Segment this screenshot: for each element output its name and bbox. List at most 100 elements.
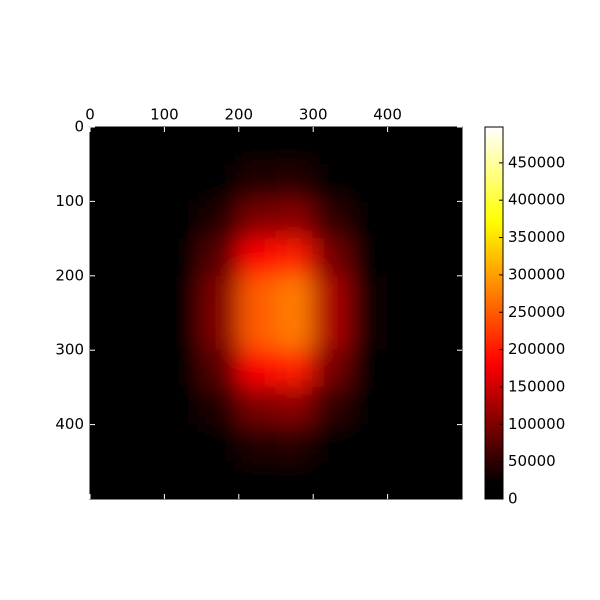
heatmap-cell <box>349 424 389 463</box>
heatmap-cell <box>90 312 128 351</box>
heatmap-cell <box>349 312 389 351</box>
heatmap-cell <box>90 163 128 202</box>
heatmap-cell <box>163 349 203 388</box>
colorbar-tick-label: 200000 <box>508 340 565 358</box>
heatmap-cell <box>163 386 203 426</box>
heatmap-cell <box>238 127 277 165</box>
colorbar-tick-label: 50000 <box>508 452 556 470</box>
heatmap-cell <box>163 275 203 314</box>
heatmap-cell <box>424 461 462 499</box>
heatmap-cell <box>312 312 351 351</box>
heatmap-cell <box>312 238 351 277</box>
heatmap-cell <box>349 386 389 426</box>
colorbar-tick-label: 150000 <box>508 377 565 395</box>
heatmap-cell <box>201 127 240 165</box>
heatmap-cell <box>424 238 462 277</box>
heatmap-cell <box>126 163 165 202</box>
heatmap-cell <box>163 461 203 499</box>
heatmap-cell <box>387 238 426 277</box>
heatmap-cell <box>201 312 240 351</box>
y-tick-label: 0 <box>74 118 84 136</box>
heatmap-cell <box>312 424 351 463</box>
heatmap-cell <box>126 461 165 499</box>
heatmap-cell <box>424 275 462 314</box>
heatmap-cell <box>163 424 203 463</box>
heatmap-cell <box>238 461 277 499</box>
heatmap-cell <box>312 349 351 388</box>
heatmap-cell <box>126 275 165 314</box>
heatmap-cell <box>126 238 165 277</box>
heatmap-cell <box>126 349 165 388</box>
heatmap-cell <box>387 163 426 202</box>
heatmap-cell <box>387 312 426 351</box>
heatmap-cell <box>126 424 165 463</box>
heatmap-cell <box>90 424 128 463</box>
heatmap-cell <box>424 312 462 351</box>
heatmap-cell <box>387 349 426 388</box>
colorbar-tick-label: 300000 <box>508 265 565 283</box>
heatmap-cell <box>349 200 389 240</box>
colorbar-tick-label: 350000 <box>508 228 565 246</box>
heatmap-cell <box>312 127 351 165</box>
heatmap-cell <box>126 127 165 165</box>
y-tick-label: 400 <box>55 415 84 433</box>
x-tick-label: 200 <box>224 106 253 124</box>
heatmap <box>90 127 462 499</box>
axes-frame <box>89 126 463 500</box>
heatmap-cell <box>238 349 277 388</box>
heatmap-cell <box>349 127 389 165</box>
heatmap-cell <box>238 163 277 202</box>
heatmap-cell <box>312 275 351 314</box>
heatmap-cell <box>387 275 426 314</box>
y-tick-label: 300 <box>55 341 84 359</box>
heatmap-cell <box>275 461 314 499</box>
heatmap-cell <box>90 386 128 426</box>
heatmap-cell <box>312 461 351 499</box>
x-tick-label: 0 <box>85 106 95 124</box>
heatmap-cell <box>312 200 351 240</box>
heatmap-cell <box>275 163 314 202</box>
heatmap-cell <box>349 163 389 202</box>
heatmap-cell <box>275 275 314 314</box>
colorbar-tick-label: 100000 <box>508 415 565 433</box>
y-tick-label: 200 <box>55 266 84 284</box>
heatmap-cell <box>163 163 203 202</box>
heatmap-cell <box>201 200 240 240</box>
heatmap-cell <box>387 127 426 165</box>
heatmap-cell <box>424 163 462 202</box>
heatmap-cell <box>163 200 203 240</box>
heatmap-cell <box>238 275 277 314</box>
heatmap-cell <box>312 163 351 202</box>
heatmap-cell <box>275 127 314 165</box>
heatmap-cell <box>238 424 277 463</box>
heatmap-cell <box>238 312 277 351</box>
heatmap-cell <box>349 275 389 314</box>
heatmap-cell <box>126 200 165 240</box>
heatmap-cell <box>201 386 240 426</box>
heatmap-cell <box>163 238 203 277</box>
heatmap-cell <box>424 127 462 165</box>
heatmap-cell <box>201 275 240 314</box>
heatmap-cell <box>275 200 314 240</box>
heatmap-cell <box>424 200 462 240</box>
heatmap-cell <box>126 312 165 351</box>
heatmap-cell <box>201 424 240 463</box>
heatmap-cell <box>163 127 203 165</box>
heatmap-cell <box>424 349 462 388</box>
heatmap-cell <box>387 200 426 240</box>
heatmap-cell <box>201 461 240 499</box>
heatmap-cell <box>349 461 389 499</box>
heatmap-cell <box>275 424 314 463</box>
heatmap-cell <box>387 461 426 499</box>
y-tick-label: 100 <box>55 192 84 210</box>
heatmap-cell <box>201 349 240 388</box>
x-tick-label: 100 <box>150 106 179 124</box>
heatmap-cell <box>90 275 128 314</box>
heatmap-cell <box>387 424 426 463</box>
colorbar-tick-label: 0 <box>508 490 518 508</box>
heatmap-cell <box>275 238 314 277</box>
heatmap-cell <box>424 424 462 463</box>
x-tick-label: 300 <box>299 106 328 124</box>
heatmap-cell <box>275 386 314 426</box>
